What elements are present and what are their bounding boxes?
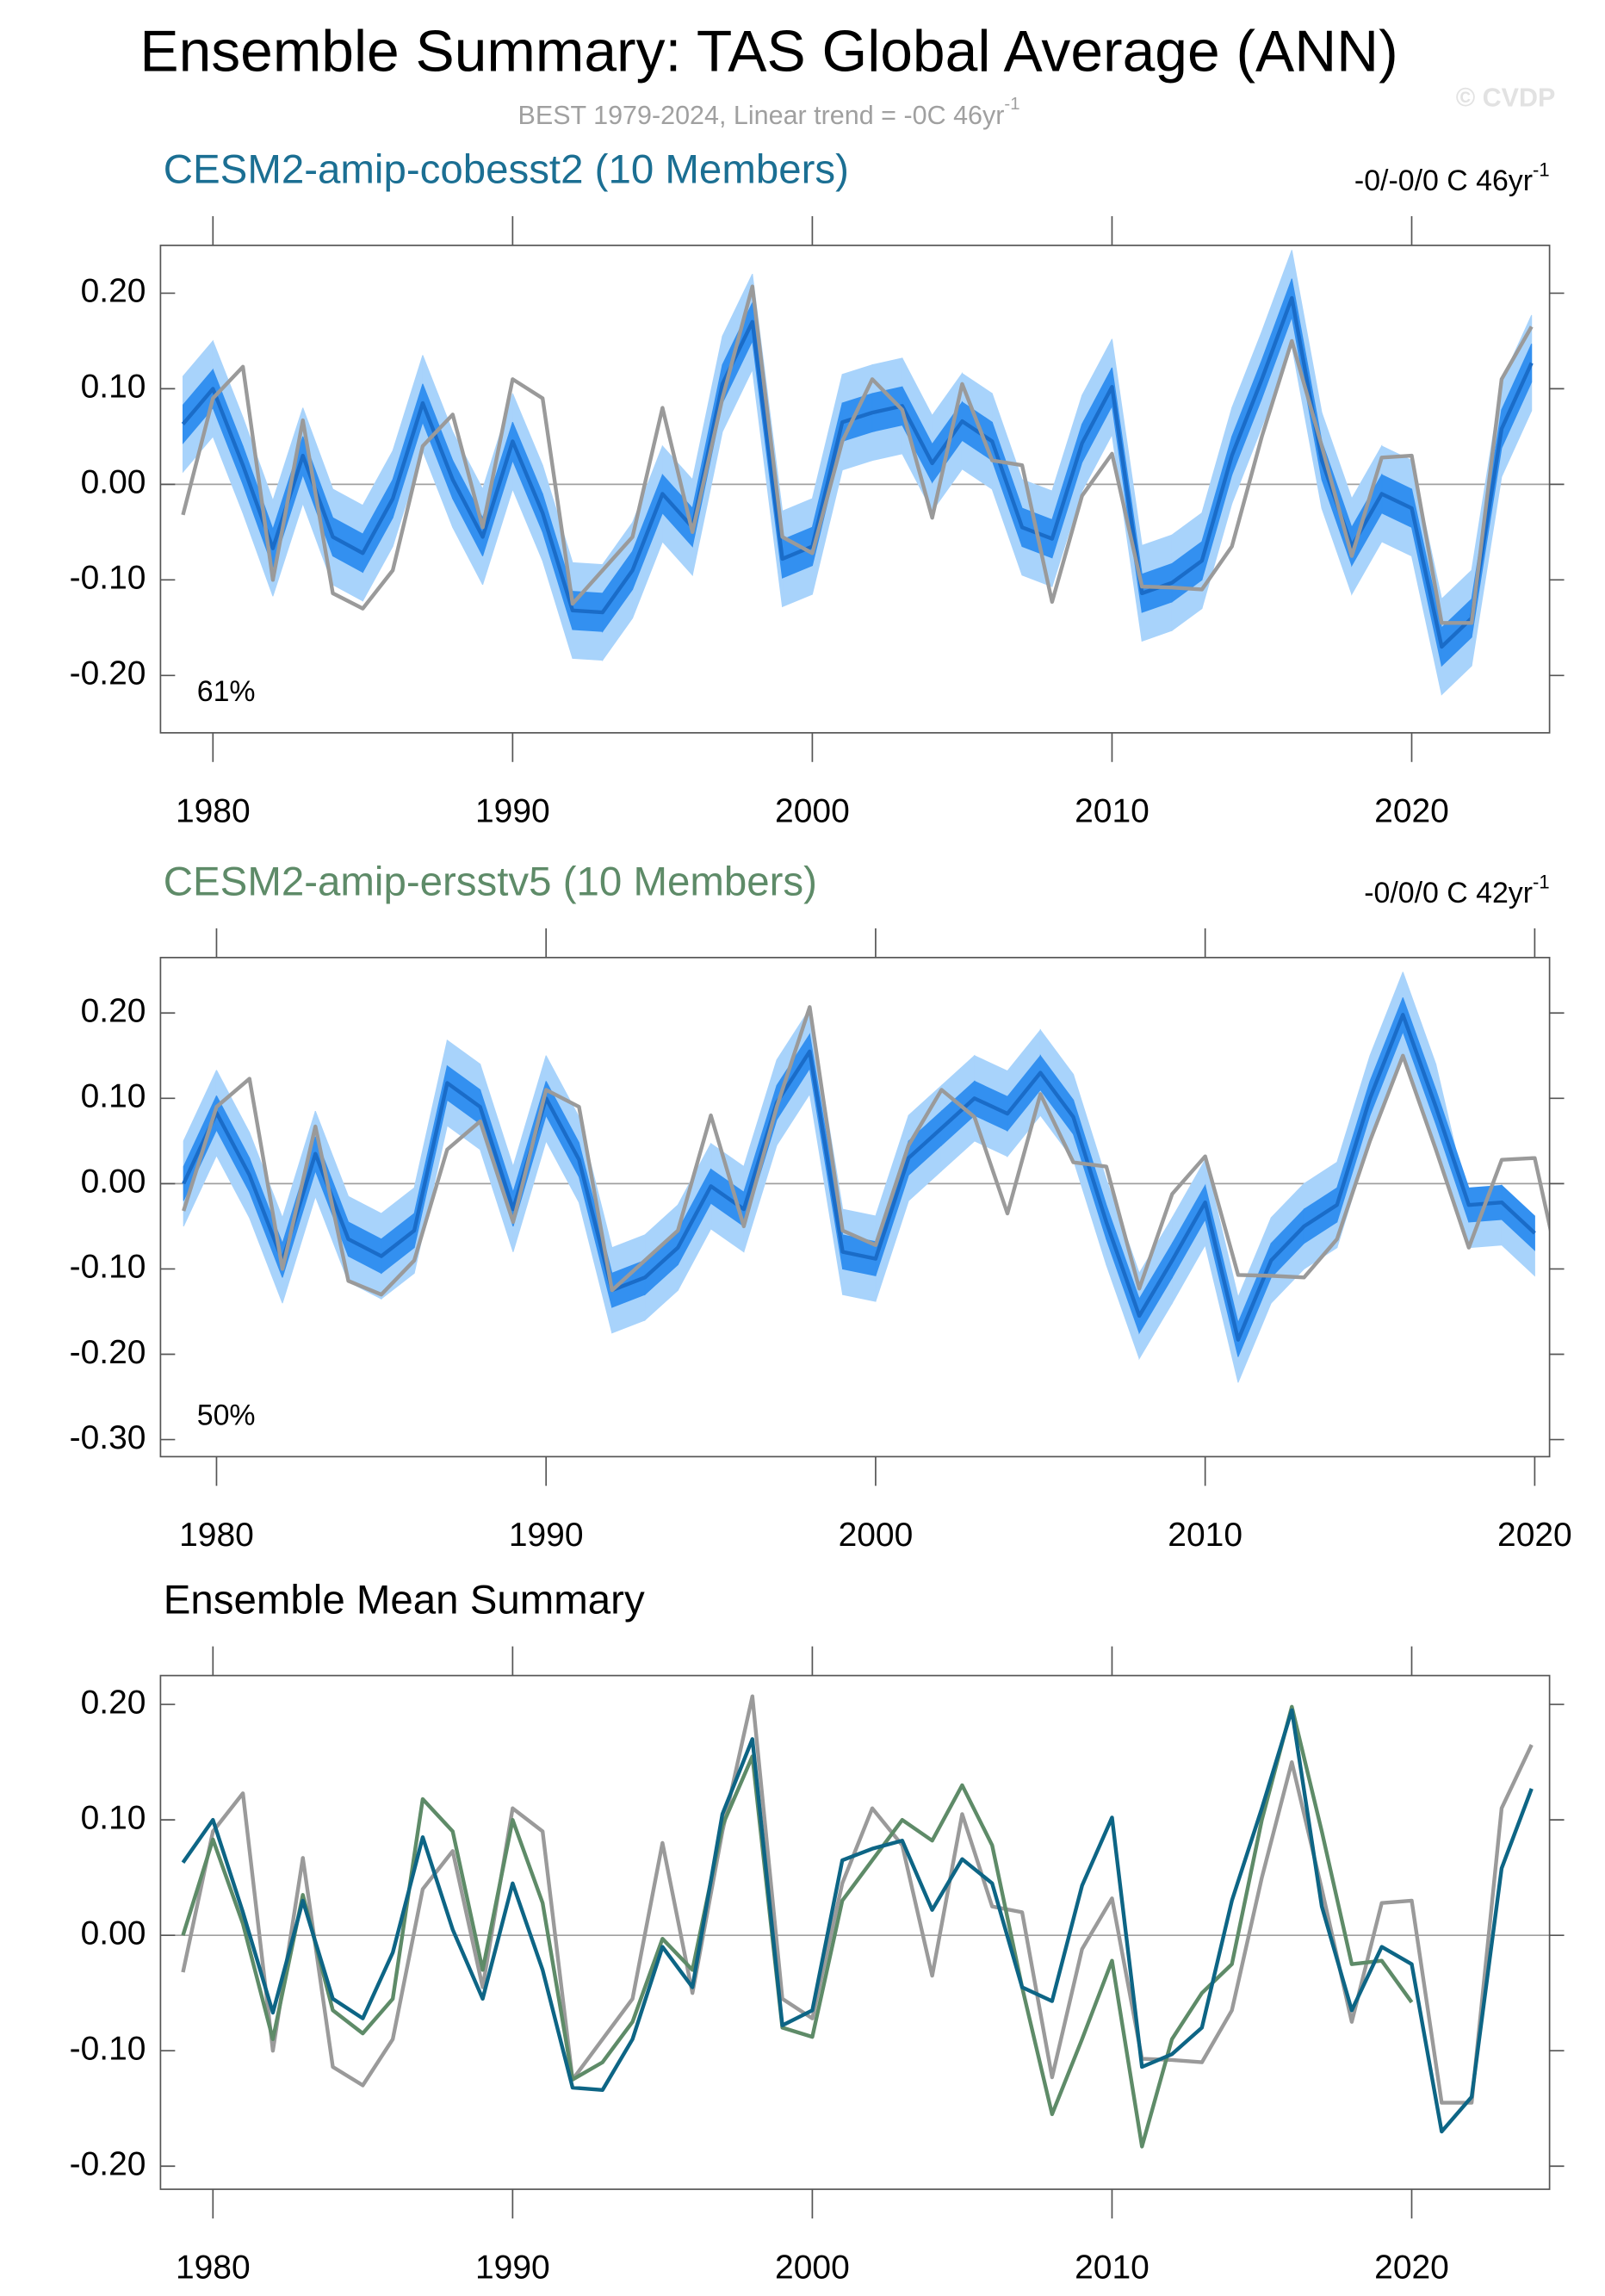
series-line: [182, 1013, 1536, 1342]
subtitle-text: BEST 1979-2024, Linear trend = -0C 46yr: [518, 101, 1005, 130]
panel: -0.30 -0.20 -0.10 0.00 0.10 0.20 1980 1990 2000 2…: [70, 859, 1572, 1554]
panel: -0.20 -0.10 0.00 0.10 0.20 1980 1990 2000 2010 20…: [70, 147, 1565, 829]
panel-title: Ensemble Mean Summary: [164, 1577, 645, 1623]
panel-title: CESM2-amip-ersstv5 (10 Members): [164, 859, 817, 905]
x-tick-label: 2020: [1374, 792, 1449, 829]
subtitle-superscript: -1: [1004, 96, 1019, 115]
x-tick-label: 1990: [475, 2249, 550, 2287]
x-tick-label: 2000: [775, 792, 850, 829]
x-tick-label: 1990: [509, 1517, 584, 1554]
x-tick-label: 2020: [1497, 1517, 1572, 1554]
x-tick-label: 2000: [839, 1517, 914, 1554]
x-tick-label: 2020: [1374, 2249, 1449, 2287]
x-tick-label: 1980: [176, 2249, 251, 2287]
x-tick-label: 1980: [176, 792, 251, 829]
figure-title: Ensemble Summary: TAS Global Average (AN…: [139, 20, 1397, 84]
trend-text: -0/-0/0 C 46yr: [1354, 164, 1533, 197]
y-tick-label: 0.10: [81, 369, 146, 406]
y-tick-label: -0.10: [70, 1249, 146, 1286]
y-tick-label: 0.20: [81, 273, 146, 310]
trend-superscript: -1: [1533, 158, 1550, 180]
y-tick-label: -0.30: [70, 1419, 146, 1456]
plot-area: [160, 1694, 1550, 2149]
figure-subtitle: BEST 1979-2024, Linear trend = -0C 46yr-…: [518, 96, 1020, 130]
percent-label: 50%: [197, 1399, 256, 1432]
y-tick-label: -0.10: [70, 560, 146, 597]
x-tick-label: 2010: [1075, 2249, 1150, 2287]
watermark: © CVDP: [1456, 84, 1556, 113]
y-tick-label: 0.10: [81, 1078, 146, 1115]
series-line: [182, 1005, 1550, 1297]
percent-label: 61%: [197, 675, 256, 708]
x-tick-label: 2010: [1075, 792, 1150, 829]
panel: -0.20 -0.10 0.00 0.10 0.20 1980 1990 2000 2010 20…: [70, 1577, 1565, 2287]
y-tick-label: 0.10: [81, 1799, 146, 1836]
y-tick-label: -0.20: [70, 655, 146, 692]
plot-frame: [159, 1674, 1551, 2190]
x-tick-label: 2010: [1168, 1517, 1242, 1554]
trend-label: -0/0/0 C 42yr-1: [1364, 871, 1549, 909]
plot-area: [160, 971, 1550, 1383]
plot-frame: [159, 245, 1551, 734]
y-tick-label: 0.00: [81, 464, 146, 501]
series-line: [181, 1694, 1534, 2105]
x-tick-label: 1980: [179, 1517, 254, 1554]
trend-label: -0/-0/0 C 46yr-1: [1354, 158, 1550, 197]
y-tick-label: 0.20: [81, 993, 146, 1030]
trend-text: -0/0/0 C 42yr: [1364, 877, 1533, 909]
x-tick-label: 2000: [775, 2249, 850, 2287]
y-tick-label: -0.20: [70, 1334, 146, 1371]
plot-frame: [159, 957, 1551, 1458]
series-line: [181, 295, 1534, 649]
y-tick-label: 0.00: [81, 1164, 146, 1201]
y-tick-label: -0.20: [70, 2146, 146, 2183]
panel-title: CESM2-amip-cobesst2 (10 Members): [164, 147, 849, 193]
series-line: [181, 284, 1534, 625]
y-tick-label: -0.10: [70, 2031, 146, 2068]
trend-superscript: -1: [1533, 871, 1550, 892]
y-tick-label: 0.00: [81, 1914, 146, 1952]
series-line: [181, 1704, 1414, 2149]
series-line: [181, 1708, 1534, 2134]
x-tick-label: 1990: [475, 792, 550, 829]
y-tick-label: 0.20: [81, 1684, 146, 1721]
plot-area: [160, 250, 1550, 696]
